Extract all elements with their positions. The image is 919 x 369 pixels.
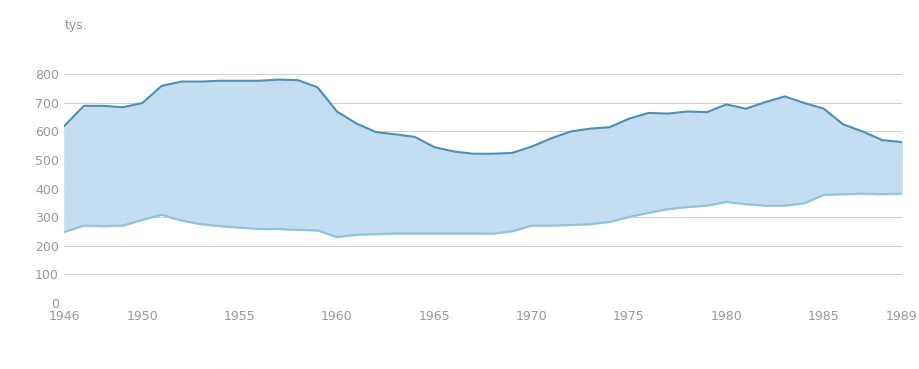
Text: tys.: tys. <box>64 18 87 32</box>
Legend: Urodzenia, Zgony, Przyrost naturalny: Urodzenia, Zgony, Przyrost naturalny <box>12 364 373 369</box>
